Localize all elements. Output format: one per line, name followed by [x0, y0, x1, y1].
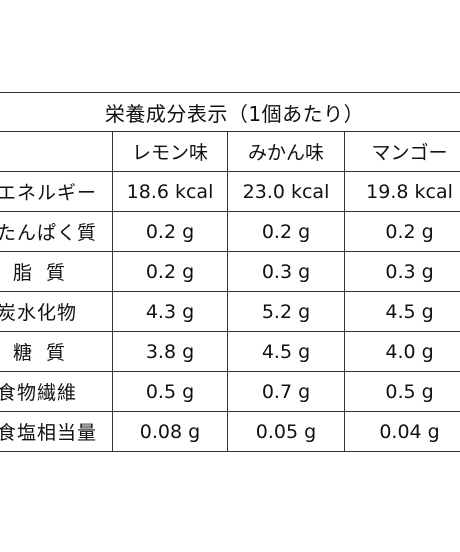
- header-mango: マンゴー: [343, 131, 460, 172]
- table-title: 栄養成分表示（1個あたり）: [0, 92, 460, 132]
- row-label-salt-equivalent: 食塩相当量: [0, 411, 113, 452]
- table-row: たんぱく質 0.2 g 0.2 g 0.2 g: [0, 211, 460, 252]
- row-label-protein: たんぱく質: [0, 211, 113, 252]
- row-label-energy: エネルギー: [0, 171, 113, 212]
- table-cell: 4.3 g: [112, 291, 228, 332]
- table-cell: 0.2 g: [343, 211, 460, 252]
- table-cell: 0.3 g: [343, 251, 460, 292]
- table-cell: 18.6 kcal: [112, 171, 228, 212]
- nutrition-table-container: 栄養成分表示（1個あたり） レモン味 みかん味 マンゴー エネルギー 18.6 …: [0, 92, 460, 452]
- row-label-dietary-fiber: 食物繊維: [0, 371, 113, 412]
- table-row: 食塩相当量 0.08 g 0.05 g 0.04 g: [0, 411, 460, 452]
- table-row: 炭水化物 4.3 g 5.2 g 4.5 g: [0, 291, 460, 332]
- table-cell: 0.2 g: [112, 251, 228, 292]
- table-cell: 0.2 g: [112, 211, 228, 252]
- table-cell: 0.05 g: [227, 411, 345, 452]
- table-cell: 0.7 g: [227, 371, 345, 412]
- table-row: エネルギー 18.6 kcal 23.0 kcal 19.8 kcal: [0, 171, 460, 212]
- row-label-fat: 脂質: [0, 251, 113, 292]
- header-corner-cell: [0, 131, 113, 172]
- nutrition-table: 栄養成分表示（1個あたり） レモン味 みかん味 マンゴー エネルギー 18.6 …: [0, 92, 460, 452]
- table-cell: 3.8 g: [112, 331, 228, 372]
- table-cell: 0.3 g: [227, 251, 345, 292]
- table-cell: 23.0 kcal: [227, 171, 345, 212]
- table-cell: 0.5 g: [343, 371, 460, 412]
- row-label-carbohydrate: 炭水化物: [0, 291, 113, 332]
- header-mikan: みかん味: [227, 131, 345, 172]
- table-row: 食物繊維 0.5 g 0.7 g 0.5 g: [0, 371, 460, 412]
- header-lemon: レモン味: [112, 131, 228, 172]
- table-cell: 19.8 kcal: [343, 171, 460, 212]
- table-cell: 5.2 g: [227, 291, 345, 332]
- table-cell: 0.08 g: [112, 411, 228, 452]
- table-cell: 0.2 g: [227, 211, 345, 252]
- table-cell: 4.0 g: [343, 331, 460, 372]
- table-row: 脂質 0.2 g 0.3 g 0.3 g: [0, 251, 460, 292]
- table-cell: 0.04 g: [343, 411, 460, 452]
- table-cell: 0.5 g: [112, 371, 228, 412]
- table-cell: 4.5 g: [343, 291, 460, 332]
- table-cell: 4.5 g: [227, 331, 345, 372]
- row-label-sugar: 糖質: [0, 331, 113, 372]
- header-row: レモン味 みかん味 マンゴー: [0, 131, 460, 172]
- table-row: 糖質 3.8 g 4.5 g 4.0 g: [0, 331, 460, 372]
- table-title-row: 栄養成分表示（1個あたり）: [0, 92, 460, 132]
